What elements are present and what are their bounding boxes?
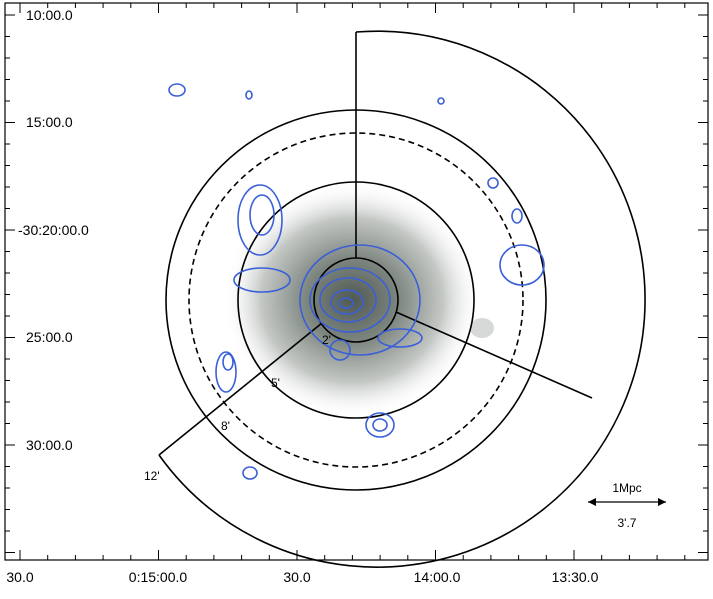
y-tick-label: 10:00.0	[26, 7, 73, 23]
contour	[299, 244, 421, 356]
tick-marks	[5, 3, 708, 560]
ring-dashed	[188, 132, 524, 468]
x-tick-label: 30.0	[283, 569, 310, 585]
region-label: 2'	[322, 333, 331, 347]
contour	[168, 83, 186, 97]
scale-size: 3'.7	[618, 516, 637, 530]
sector-line	[158, 322, 323, 456]
contour	[372, 418, 388, 432]
contour	[377, 328, 423, 348]
regions	[158, 30, 646, 568]
region-label: 5'	[271, 376, 280, 390]
outer-arc	[158, 30, 646, 568]
contour	[329, 339, 351, 361]
contour	[215, 351, 237, 393]
contour	[222, 353, 234, 371]
contour	[511, 208, 523, 224]
contour	[309, 267, 391, 333]
y-tick-label: -30:20:00.0	[18, 222, 89, 238]
contour	[330, 289, 364, 315]
region-label: 12'	[144, 469, 160, 483]
y-tick-label: 30:00.0	[26, 437, 73, 453]
contour	[245, 90, 253, 100]
sector-line	[395, 311, 593, 399]
xray-source	[470, 318, 494, 338]
y-tick-label: 15:00.0	[26, 114, 73, 130]
x-tick-label: 13:30.0	[552, 569, 599, 585]
x-tick-label: 30.0	[6, 569, 33, 585]
scale-label: 1Mpc	[612, 481, 641, 495]
contour	[499, 244, 545, 286]
contour	[437, 97, 445, 105]
contour	[319, 277, 377, 323]
contour	[338, 297, 354, 309]
contour	[233, 267, 291, 293]
radio-contours	[168, 83, 545, 480]
x-tick-label: 0:15:00.0	[129, 569, 188, 585]
scale-arrows	[588, 498, 666, 506]
y-tick-label: 25:00.0	[26, 329, 73, 345]
contour	[365, 412, 395, 438]
contour	[237, 184, 283, 256]
contour	[487, 177, 499, 189]
contour	[242, 466, 258, 480]
region-label: 8'	[221, 419, 230, 433]
x-tick-label: 14:00.0	[414, 569, 461, 585]
contour	[249, 194, 275, 236]
